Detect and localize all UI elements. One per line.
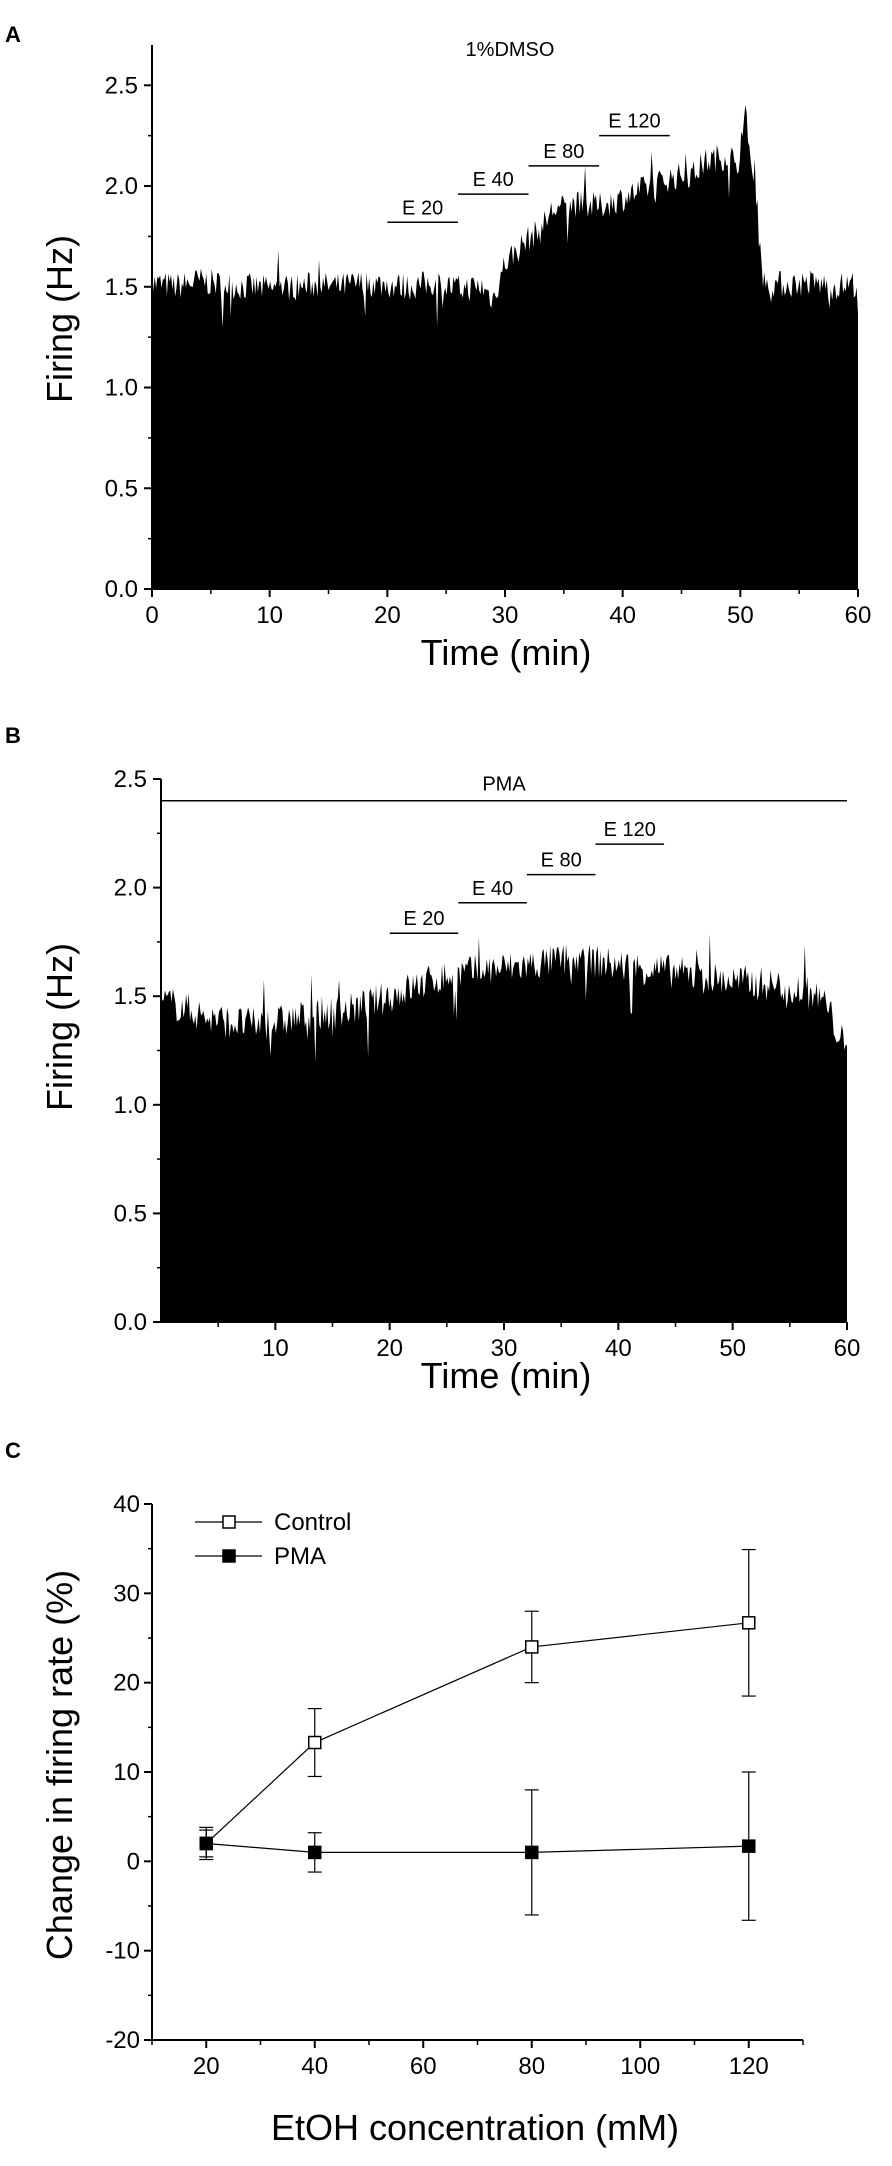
panel-c-x-axis-title: EtOH concentration (mM) — [271, 2107, 679, 2148]
treatment-label: E 80 — [543, 141, 584, 163]
x-tick-label: 30 — [492, 602, 519, 629]
panel-c: C -20 -10 0 10 20 30 40 20 40 60 80 100 120 Control P… — [5, 1438, 804, 2148]
data-point — [742, 1616, 756, 1630]
legend-label: Control — [274, 1509, 351, 1536]
y-tick-label: 2.5 — [114, 766, 147, 793]
x-tick-label: 40 — [301, 2053, 328, 2080]
y-tick-label: 2.5 — [105, 72, 138, 99]
x-tick-label: 60 — [410, 2053, 437, 2080]
panel-a-letter: A — [5, 22, 21, 47]
panel-a-condition-label: 1%DMSO — [466, 39, 555, 61]
legend-marker — [222, 1515, 236, 1529]
y-tick-label: -20 — [105, 2027, 140, 2054]
panel-b: B PMA E 20 E 40 E 80 E 120 0.0 0.5 1.0 1.5 2.0 2.… — [5, 723, 860, 1396]
panel-a-ethanol-bars: E 20 E 40 E 80 E 120 — [387, 111, 670, 224]
treatment-label: E 20 — [402, 197, 443, 219]
series-line — [206, 1842, 749, 1854]
series-line — [205, 1622, 749, 1844]
panel-b-firing-area — [161, 933, 847, 1322]
treatment-label: E 80 — [541, 850, 582, 872]
data-point — [525, 1845, 539, 1860]
data-point — [308, 1735, 322, 1750]
legend-marker — [222, 1549, 236, 1563]
x-tick-label: 20 — [374, 602, 401, 629]
panel-b-x-axis-title: Time (min) — [421, 1355, 592, 1396]
y-tick-label: 30 — [113, 1580, 140, 1607]
x-tick-label: 10 — [256, 602, 283, 629]
x-tick-label: 20 — [193, 2053, 220, 2080]
y-tick-label: 0 — [127, 1848, 140, 1875]
x-tick-label: 120 — [729, 2053, 769, 2080]
panel-b-treatment-bars: PMA E 20 E 40 E 80 E 120 — [161, 774, 847, 934]
y-tick-label: 2.0 — [105, 173, 138, 200]
data-point — [308, 1845, 322, 1860]
data-point — [525, 1640, 539, 1654]
panel-a: A E 20 E 40 E 80 E 120 1%DMSO 0.0 0.5 1.0 1.5 2… — [5, 22, 871, 673]
y-tick-label: 1.5 — [105, 274, 138, 301]
legend-label: PMA — [274, 1543, 326, 1570]
x-tick-label: 60 — [834, 1335, 861, 1362]
condition-label: PMA — [482, 774, 526, 796]
x-tick-label: 40 — [605, 1335, 632, 1362]
y-tick-label: 10 — [113, 1759, 140, 1786]
y-tick-label: 1.5 — [114, 983, 147, 1010]
x-tick-label: 50 — [719, 1335, 746, 1362]
panel-a-y-axis-title: Firing (Hz) — [39, 235, 80, 403]
x-tick-label: 0 — [145, 602, 158, 629]
panel-a-x-axis-title: Time (min) — [421, 632, 592, 673]
panel-a-firing-area — [152, 105, 858, 589]
x-tick-label: 40 — [609, 602, 636, 629]
panel-c-letter: C — [5, 1438, 21, 1463]
treatment-label: E 20 — [403, 908, 444, 930]
treatment-label: E 40 — [473, 169, 514, 191]
x-tick-label: 60 — [845, 602, 872, 629]
y-tick-label: 1.0 — [105, 375, 138, 402]
panel-b-letter: B — [5, 723, 21, 748]
x-tick-label: 80 — [518, 2053, 545, 2080]
x-tick-label: 30 — [491, 1335, 518, 1362]
y-tick-label: 0.5 — [105, 475, 138, 502]
y-tick-label: 0.5 — [114, 1200, 147, 1227]
panel-a-axes: 0.0 0.5 1.0 1.5 2.0 2.5 0 10 20 30 40 50 60 — [105, 45, 872, 629]
x-tick-label: 100 — [620, 2053, 660, 2080]
panel-b-axes: 0.0 0.5 1.0 1.5 2.0 2.5 10 20 30 40 50 60 — [114, 766, 861, 1362]
panel-b-y-axis-title: Firing (Hz) — [39, 943, 80, 1111]
data-point — [742, 1839, 756, 1853]
y-tick-label: 20 — [113, 1670, 140, 1697]
series-control — [199, 1548, 756, 1861]
treatment-label: E 40 — [472, 878, 513, 900]
y-tick-label: 0.0 — [105, 576, 138, 603]
panel-c-axes: -20 -10 0 10 20 30 40 20 40 60 80 100 120 — [105, 1491, 804, 2080]
treatment-label: E 120 — [604, 819, 656, 841]
y-tick-label: -10 — [105, 1938, 140, 1965]
panel-c-legend: Control PMA — [195, 1509, 351, 1570]
y-tick-label: 40 — [113, 1491, 140, 1518]
treatment-label: E 120 — [608, 111, 660, 133]
data-point — [199, 1836, 213, 1851]
y-tick-label: 2.0 — [114, 875, 147, 902]
y-tick-label: 0.0 — [114, 1309, 147, 1336]
y-tick-label: 1.0 — [114, 1092, 147, 1119]
x-tick-label: 50 — [727, 602, 754, 629]
panel-c-series — [199, 1548, 756, 1921]
series-pma — [199, 1771, 756, 1921]
x-tick-label: 20 — [376, 1335, 403, 1362]
panel-c-y-axis-title: Change in firing rate (%) — [39, 1570, 80, 1960]
x-tick-label: 10 — [262, 1335, 289, 1362]
